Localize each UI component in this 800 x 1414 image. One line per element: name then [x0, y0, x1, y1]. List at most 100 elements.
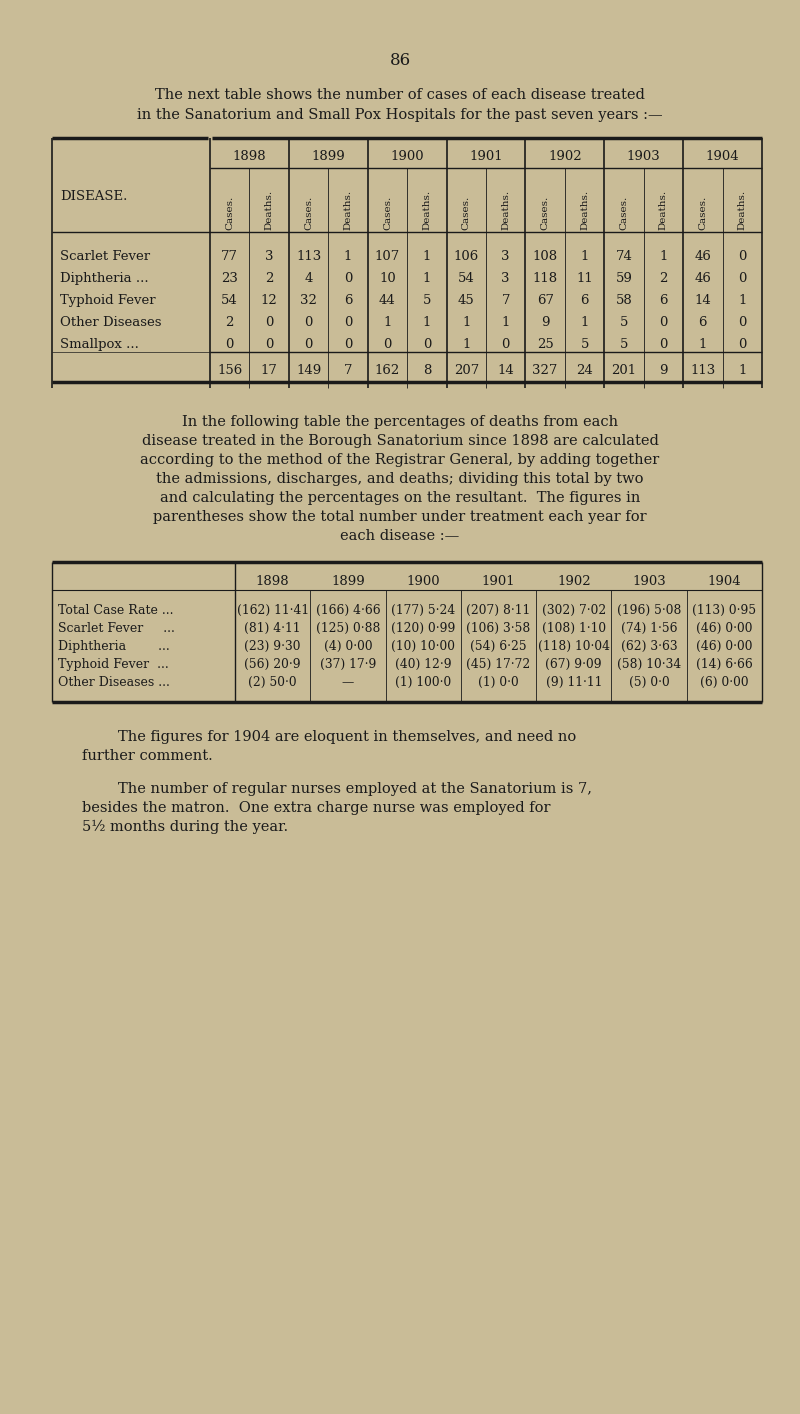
Text: 1: 1	[580, 315, 589, 329]
Text: 0: 0	[226, 338, 234, 351]
Text: 0: 0	[659, 315, 668, 329]
Text: 1901: 1901	[482, 575, 515, 588]
Text: 1: 1	[344, 250, 352, 263]
Text: 2: 2	[659, 271, 668, 286]
Text: 327: 327	[533, 363, 558, 378]
Text: (23) 9·30: (23) 9·30	[244, 641, 301, 653]
Text: (56) 20·9: (56) 20·9	[244, 658, 301, 672]
Text: Diphtheria        ...: Diphtheria ...	[58, 641, 170, 653]
Text: 1: 1	[462, 315, 470, 329]
Text: 7: 7	[502, 294, 510, 307]
Text: 0: 0	[344, 338, 352, 351]
Text: (45) 17·72: (45) 17·72	[466, 658, 530, 672]
Text: (177) 5·24: (177) 5·24	[391, 604, 455, 617]
Text: 0: 0	[502, 338, 510, 351]
Text: 1903: 1903	[627, 150, 661, 163]
Text: Scarlet Fever     ...: Scarlet Fever ...	[58, 622, 175, 635]
Text: 59: 59	[615, 271, 633, 286]
Text: (10) 10·00: (10) 10·00	[391, 641, 455, 653]
Text: —: —	[342, 676, 354, 689]
Text: according to the method of the Registrar General, by adding together: according to the method of the Registrar…	[140, 452, 660, 467]
Text: (113) 0·95: (113) 0·95	[692, 604, 757, 617]
Text: 6: 6	[698, 315, 707, 329]
Text: 0: 0	[738, 250, 746, 263]
Text: 0: 0	[422, 338, 431, 351]
Text: (14) 6·66: (14) 6·66	[696, 658, 753, 672]
Text: (118) 10·04: (118) 10·04	[538, 641, 610, 653]
Text: 9: 9	[541, 315, 550, 329]
Text: Typhoid Fever: Typhoid Fever	[60, 294, 156, 307]
Text: 1900: 1900	[406, 575, 440, 588]
Text: 1: 1	[422, 250, 431, 263]
Text: The figures for 1904 are eloquent in themselves, and need no: The figures for 1904 are eloquent in the…	[118, 730, 576, 744]
Text: 0: 0	[659, 338, 668, 351]
Text: Deaths.: Deaths.	[580, 189, 589, 230]
Text: 1902: 1902	[557, 575, 590, 588]
Text: The next table shows the number of cases of each disease treated: The next table shows the number of cases…	[155, 88, 645, 102]
Text: Other Diseases ...: Other Diseases ...	[58, 676, 170, 689]
Text: 54: 54	[458, 271, 474, 286]
Text: (62) 3·63: (62) 3·63	[621, 641, 678, 653]
Text: 1: 1	[659, 250, 668, 263]
Text: each disease :—: each disease :—	[340, 529, 460, 543]
Text: 1: 1	[462, 338, 470, 351]
Text: Deaths.: Deaths.	[738, 189, 746, 230]
Text: (1) 100·0: (1) 100·0	[395, 676, 451, 689]
Text: 1: 1	[383, 315, 392, 329]
Text: 162: 162	[375, 363, 400, 378]
Text: 44: 44	[379, 294, 396, 307]
Text: 1901: 1901	[469, 150, 503, 163]
Text: 9: 9	[659, 363, 668, 378]
Text: The number of regular nurses employed at the Sanatorium is 7,: The number of regular nurses employed at…	[118, 782, 592, 796]
Text: 0: 0	[344, 315, 352, 329]
Text: 113: 113	[296, 250, 321, 263]
Text: Total Case Rate ...: Total Case Rate ...	[58, 604, 174, 617]
Text: (37) 17·9: (37) 17·9	[320, 658, 376, 672]
Text: 1898: 1898	[233, 150, 266, 163]
Text: Cases.: Cases.	[383, 195, 392, 230]
Text: 108: 108	[533, 250, 558, 263]
Text: 24: 24	[576, 363, 593, 378]
Text: (120) 0·99: (120) 0·99	[391, 622, 455, 635]
Text: 25: 25	[537, 338, 554, 351]
Text: parentheses show the total number under treatment each year for: parentheses show the total number under …	[153, 510, 647, 525]
Text: 8: 8	[422, 363, 431, 378]
Text: DISEASE.: DISEASE.	[60, 189, 127, 204]
Text: (166) 4·66: (166) 4·66	[316, 604, 380, 617]
Text: 0: 0	[344, 271, 352, 286]
Text: 5½ months during the year.: 5½ months during the year.	[82, 820, 288, 834]
Text: (46) 0·00: (46) 0·00	[696, 622, 753, 635]
Text: (125) 0·88: (125) 0·88	[316, 622, 380, 635]
Text: 6: 6	[344, 294, 352, 307]
Text: 67: 67	[537, 294, 554, 307]
Text: 1899: 1899	[331, 575, 365, 588]
Text: Cases.: Cases.	[541, 195, 550, 230]
Text: 0: 0	[265, 315, 274, 329]
Text: 32: 32	[300, 294, 317, 307]
Text: 113: 113	[690, 363, 715, 378]
Text: 5: 5	[620, 315, 628, 329]
Text: Typhoid Fever  ...: Typhoid Fever ...	[58, 658, 169, 672]
Text: 12: 12	[261, 294, 278, 307]
Text: 1: 1	[422, 271, 431, 286]
Text: Deaths.: Deaths.	[502, 189, 510, 230]
Text: 0: 0	[738, 338, 746, 351]
Text: and calculating the percentages on the resultant.  The figures in: and calculating the percentages on the r…	[160, 491, 640, 505]
Text: Cases.: Cases.	[698, 195, 707, 230]
Text: (1) 0·0: (1) 0·0	[478, 676, 519, 689]
Text: (162) 11·41: (162) 11·41	[237, 604, 309, 617]
Text: 6: 6	[580, 294, 589, 307]
Text: 201: 201	[611, 363, 637, 378]
Text: 1: 1	[738, 294, 746, 307]
Text: 0: 0	[304, 338, 313, 351]
Text: 0: 0	[304, 315, 313, 329]
Text: 46: 46	[694, 250, 711, 263]
Text: 0: 0	[738, 315, 746, 329]
Text: 0: 0	[383, 338, 392, 351]
Text: 1903: 1903	[632, 575, 666, 588]
Text: (106) 3·58: (106) 3·58	[466, 622, 530, 635]
Text: 17: 17	[261, 363, 278, 378]
Text: (40) 12·9: (40) 12·9	[395, 658, 451, 672]
Text: 1902: 1902	[548, 150, 582, 163]
Text: (54) 6·25: (54) 6·25	[470, 641, 527, 653]
